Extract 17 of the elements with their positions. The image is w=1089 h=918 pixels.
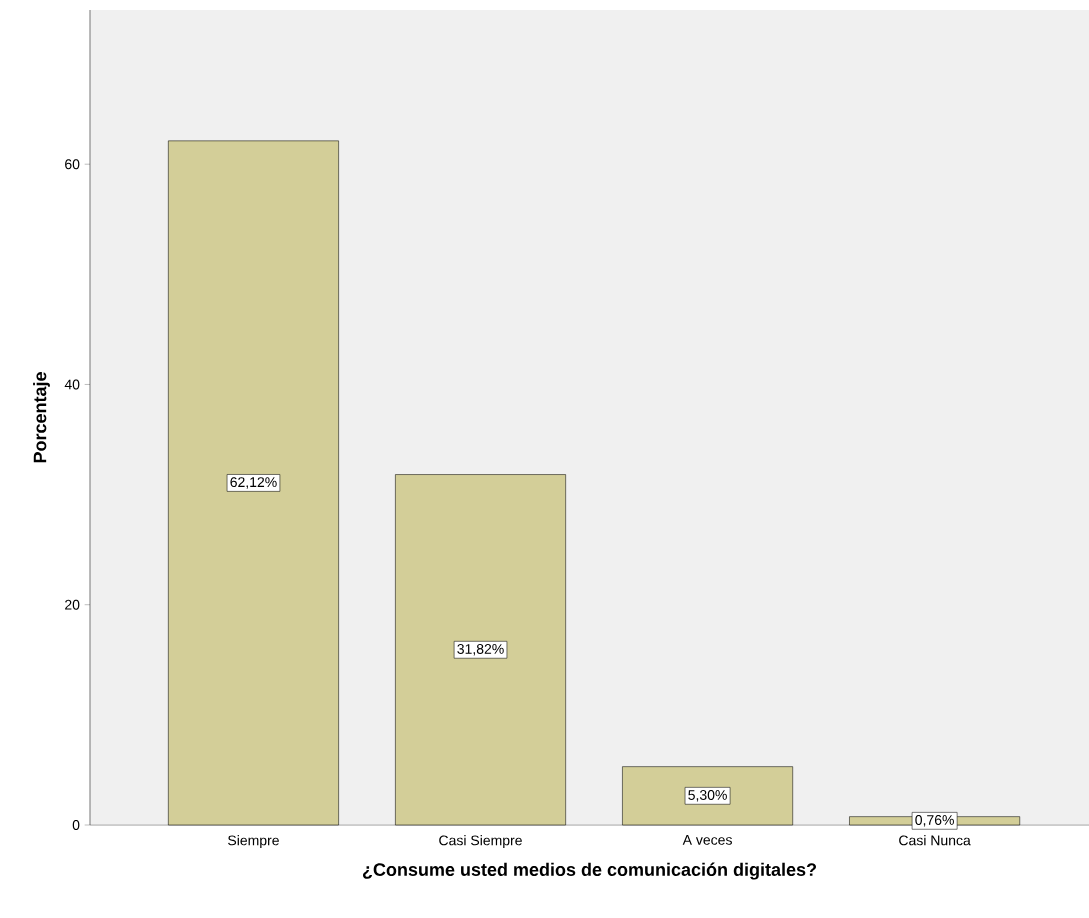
data-label: 5,30%	[688, 790, 727, 802]
y-tick-label: 60	[65, 159, 80, 170]
y-tick-label: 20	[65, 599, 80, 610]
data-label: 62,12%	[230, 477, 277, 489]
bar	[168, 140, 339, 826]
bar	[395, 474, 566, 826]
x-tick-label: Siempre	[228, 835, 279, 849]
x-tick-label: Casi Siempre	[439, 835, 522, 849]
y-axis-title: Porcentaje	[33, 372, 50, 463]
x-tick-label: Casi Nunca	[899, 835, 971, 846]
data-label: 31,82%	[457, 644, 504, 656]
data-label: 0,76%	[915, 815, 954, 827]
bar	[622, 766, 793, 826]
x-axis-title: ¿Consume usted medios de comunicación digitales?	[362, 862, 817, 880]
y-tick-label: 0	[72, 820, 80, 830]
y-tick-label: 40	[64, 379, 80, 390]
x-tick-label: A veces	[682, 835, 732, 845]
